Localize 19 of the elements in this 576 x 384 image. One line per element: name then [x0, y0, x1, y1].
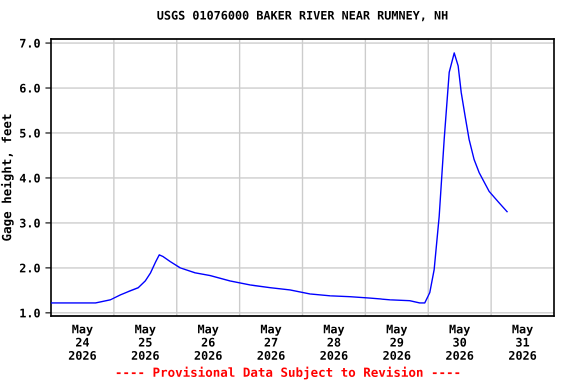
- y-tick-label: 4.0: [20, 174, 40, 183]
- y-tick-label: 6.0: [20, 84, 40, 93]
- x-tick-label: May 27 2026: [258, 324, 285, 360]
- y-tick-label: 1.0: [20, 308, 40, 318]
- x-tick-label: May 26 2026: [194, 324, 222, 360]
- x-tick-label: May 31 2026: [509, 324, 536, 360]
- line-series: [51, 52, 508, 304]
- x-tick-label: May 29 2026: [383, 324, 410, 360]
- y-tick-label: 2.0: [20, 264, 40, 273]
- x-tick-label: May 25 2026: [132, 324, 159, 360]
- y-tick-label: 3.0: [20, 218, 40, 228]
- x-tick-label: May 24 2026: [68, 324, 96, 360]
- x-tick-label: May 28 2026: [320, 324, 348, 360]
- y-tick-label: 7.0: [20, 38, 40, 48]
- text: ---- Provisional Data Subject to Revision ----: [116, 366, 460, 380]
- y-tick-label: 5.0: [20, 128, 40, 138]
- chart-title: USGS 01076000 BAKER RIVER NEAR RUMNEY, NH: [157, 10, 448, 22]
- x-tick-label: May 30 2026: [446, 324, 474, 360]
- y-axis-title: Gage height, feet: [0, 114, 14, 241]
